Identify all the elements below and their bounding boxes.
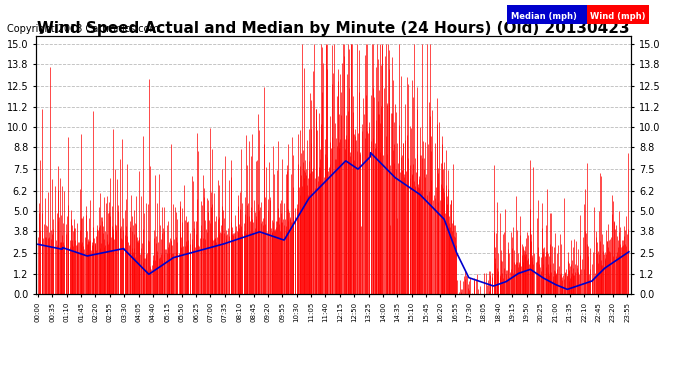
- Text: Wind (mph): Wind (mph): [590, 12, 645, 21]
- Text: Median (mph): Median (mph): [511, 12, 576, 21]
- Title: Wind Speed Actual and Median by Minute (24 Hours) (Old) 20130423: Wind Speed Actual and Median by Minute (…: [37, 21, 630, 36]
- Text: Copyright 2013 Cartronics.com: Copyright 2013 Cartronics.com: [7, 24, 159, 34]
